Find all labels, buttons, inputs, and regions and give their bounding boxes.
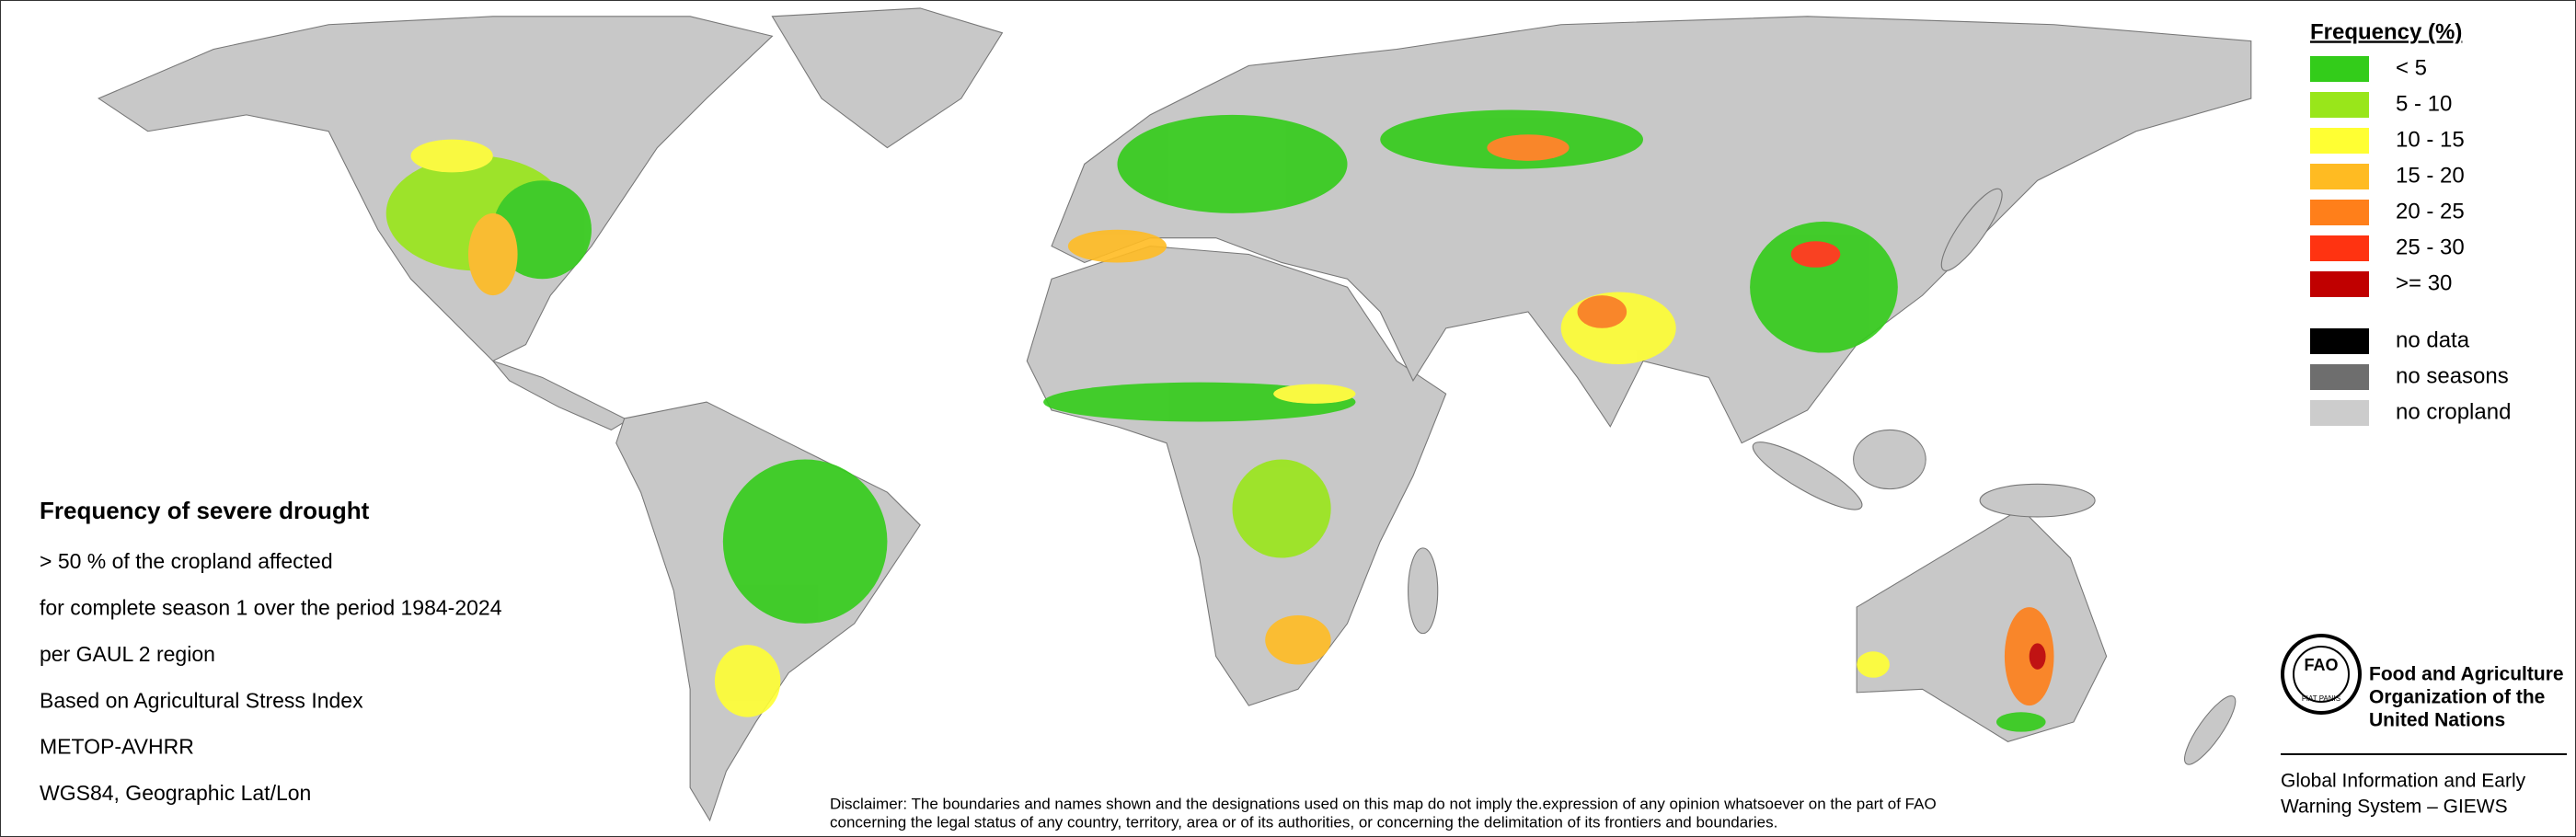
disclaimer-line: Disclaimer: The boundaries and names sho… [830, 795, 1937, 812]
madagascar [1408, 547, 1439, 635]
info-block: Frequency of severe drought > 50 % of th… [40, 497, 502, 805]
fao-logo-motto: FIAT PANIS [2302, 694, 2340, 703]
new-guinea [1979, 483, 2096, 518]
legend-swatch [2310, 400, 2369, 426]
info-title: Frequency of severe drought [40, 497, 370, 524]
legend-label: no cropland [2396, 399, 2511, 424]
info-line: > 50 % of the cropland affected [40, 549, 333, 573]
greenland [771, 7, 1004, 149]
info-line: WGS84, Geographic Lat/Lon [40, 781, 311, 805]
legend-label: no data [2396, 327, 2470, 352]
world-map [98, 7, 2252, 822]
legend-label: 25 - 30 [2396, 235, 2465, 259]
legend-swatch [2310, 128, 2369, 154]
info-line: for complete season 1 over the period 19… [40, 595, 502, 619]
legend-label: 10 - 15 [2396, 127, 2465, 152]
system-line: Warning System – GIEWS [2281, 797, 2508, 818]
africa [1026, 246, 1447, 706]
legend-label: >= 30 [2396, 270, 2452, 295]
disclaimer-line: concerning the legal status of any count… [830, 813, 1777, 831]
legend-label: 5 - 10 [2396, 91, 2452, 116]
info-lines: > 50 % of the cropland affected for compl… [40, 549, 502, 805]
system-line: Global Information and Early [2281, 771, 2526, 792]
org-name-line: United Nations [2369, 710, 2505, 731]
legend-swatch [2310, 200, 2369, 225]
org-name-line: Food and Agriculture [2369, 664, 2564, 685]
legend-swatch [2310, 56, 2369, 82]
legend-label: 15 - 20 [2396, 163, 2465, 188]
central-america [491, 360, 629, 431]
org-system: Global Information and Early Warning Syst… [2281, 771, 2526, 818]
borneo [1853, 429, 1926, 490]
info-line: METOP-AVHRR [40, 735, 194, 759]
fao-logo-letters: FAO [2304, 656, 2338, 674]
legend-label: 20 - 25 [2396, 199, 2465, 224]
legend-swatch [2310, 364, 2369, 390]
legend-swatch [2310, 164, 2369, 189]
legend-swatch [2310, 235, 2369, 261]
org-name-line: Organization of the [2369, 687, 2545, 708]
cropland-patches [385, 109, 2054, 732]
legend-swatch [2310, 271, 2369, 297]
info-line: per GAUL 2 region [40, 642, 215, 666]
fao-logo-ring [2293, 646, 2350, 703]
legend-swatch [2310, 328, 2369, 354]
eurasia [1051, 16, 2252, 444]
info-line: Based on Agricultural Stress Index [40, 688, 363, 712]
disclaimer: Disclaimer: The boundaries and names sho… [830, 795, 1937, 831]
new-zealand [2184, 695, 2237, 765]
legend: < 5 5 - 10 10 - 15 15 - 20 20 - 25 25 - 30 >= … [2310, 55, 2511, 426]
legend-label: no seasons [2396, 363, 2509, 388]
fao-block: FAO FIAT PANIS Food and AgricultureOrgan… [2281, 634, 2567, 818]
japan [1940, 188, 2003, 271]
legend-title: Frequency (%) [2310, 19, 2462, 44]
sumatra [1752, 441, 1863, 510]
legend-swatch [2310, 92, 2369, 118]
legend-label: < 5 [2396, 55, 2427, 80]
